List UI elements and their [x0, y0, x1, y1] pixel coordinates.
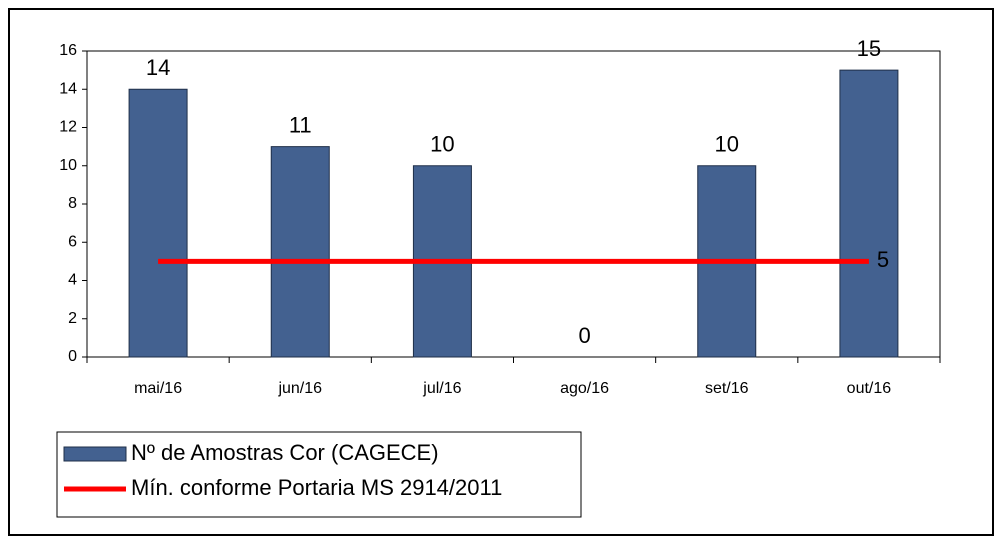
x-tick-label: mai/16 [134, 380, 182, 397]
bar [270, 146, 330, 358]
y-tick-label: 4 [68, 272, 77, 289]
data-label: 11 [289, 112, 312, 137]
data-label: 10 [430, 132, 454, 157]
legend-box [56, 431, 582, 518]
data-label: 10 [715, 132, 739, 157]
y-tick-label: 12 [59, 119, 77, 136]
legend-label: Nº de Amostras Cor (CAGECE) [131, 440, 439, 465]
bar [128, 88, 188, 358]
y-tick-label: 14 [59, 80, 77, 97]
y-tick-label: 2 [68, 310, 77, 327]
y-tick-label: 0 [68, 348, 77, 365]
legend-swatch [63, 446, 127, 462]
y-tick-label: 6 [68, 233, 77, 250]
y-tick-label: 8 [68, 195, 77, 212]
x-tick-label: jul/16 [422, 380, 461, 397]
data-label: 14 [146, 55, 170, 80]
legend-label: Mín. conforme Portaria MS 2914/2011 [131, 475, 502, 500]
data-label: 15 [857, 36, 881, 61]
data-label: 0 [578, 323, 590, 348]
y-tick-label: 10 [59, 157, 77, 174]
x-tick-label: ago/16 [560, 380, 609, 397]
x-tick-label: out/16 [847, 380, 892, 397]
plot-area [86, 50, 941, 358]
x-tick-label: jun/16 [277, 380, 322, 397]
y-tick-label: 16 [59, 42, 77, 59]
data-label: 5 [877, 247, 889, 272]
bar [839, 69, 899, 358]
x-tick-label: set/16 [705, 380, 749, 397]
